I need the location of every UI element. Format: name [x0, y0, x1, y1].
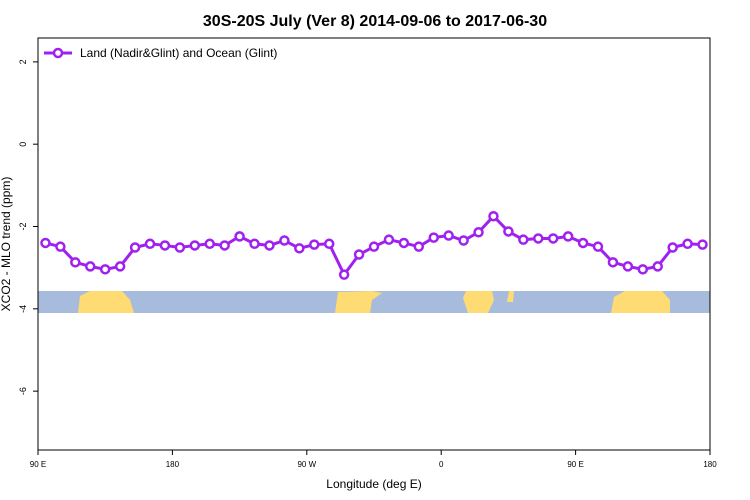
data-point: [85, 261, 96, 272]
data-point: [144, 238, 156, 250]
data-point: [174, 242, 186, 253]
legend-marker: [52, 47, 64, 59]
data-point: [488, 210, 499, 222]
plot-frame: [37, 37, 711, 451]
data-point: [592, 241, 604, 252]
data-point: [503, 226, 514, 237]
y-tick-label: -2: [18, 222, 28, 230]
data-point: [40, 237, 51, 249]
data-point: [279, 235, 290, 246]
data-point: [637, 264, 649, 275]
data-point: [458, 235, 469, 246]
x-tick-label: 180: [166, 460, 180, 469]
x-tick-label: 0: [439, 460, 444, 469]
data-point: [114, 261, 126, 272]
data-point: [562, 231, 574, 242]
data-point: [428, 232, 439, 243]
data-point: [55, 241, 66, 252]
y-tick-label: -4: [18, 305, 28, 313]
data-point: [204, 238, 215, 250]
legend-label: Land (Nadir&Glint) and Ocean (Glint): [80, 46, 277, 60]
x-tick-label: 180: [703, 460, 717, 469]
chart-title: 30S-20S July (Ver 8) 2014-09-06 to 2017-…: [203, 13, 547, 30]
x-axis-label: Longitude (deg E): [326, 477, 421, 491]
data-point: [189, 240, 201, 251]
y-axis-label: XCO2 - MLO trend (ppm): [0, 177, 13, 312]
x-tick-label: 90 E: [30, 460, 46, 469]
data-point: [398, 237, 410, 249]
data-point: [697, 239, 708, 250]
data-point: [667, 242, 678, 253]
data-point: [70, 257, 81, 268]
data-point: [309, 239, 320, 250]
data-point: [652, 261, 663, 272]
x-tick-label: 90 E: [567, 460, 583, 469]
data-point: [99, 264, 111, 275]
data-point: [249, 238, 260, 250]
data-point: [234, 231, 245, 242]
data-point: [159, 240, 171, 251]
data-point: [533, 233, 544, 244]
data-point: [682, 238, 693, 250]
x-tick-label: 90 W: [297, 460, 316, 469]
data-point: [473, 227, 484, 238]
data-point: [607, 257, 619, 268]
data-point: [264, 240, 275, 251]
data-point: [353, 249, 365, 260]
data-point: [129, 242, 141, 253]
data-point: [338, 269, 350, 280]
data-point: [443, 230, 454, 241]
data-point: [368, 241, 380, 252]
data-point: [622, 261, 634, 272]
y-tick-label: 2: [18, 59, 28, 64]
y-tick-label: -6: [18, 387, 28, 395]
data-point: [383, 234, 395, 245]
data-point: [294, 243, 305, 254]
data-point: [219, 240, 230, 251]
data-point: [518, 234, 529, 245]
data-point: [547, 233, 559, 244]
y-tick-label: 0: [18, 142, 28, 147]
land-ocean-strip: [38, 291, 710, 313]
data-point: [323, 238, 335, 250]
data-point: [413, 241, 425, 252]
data-point: [577, 237, 589, 249]
